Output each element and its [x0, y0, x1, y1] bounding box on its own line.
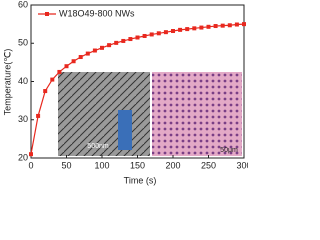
data-point	[206, 24, 211, 29]
x-tick-label: 0	[28, 160, 33, 170]
data-point	[29, 152, 33, 157]
data-point	[43, 89, 48, 94]
data-point	[50, 77, 55, 82]
x-tick-label: 250	[201, 160, 216, 170]
annotation: 500nm	[87, 143, 109, 150]
data-point	[199, 25, 204, 30]
data-point	[100, 45, 104, 50]
data-point	[71, 59, 76, 64]
data-point	[92, 48, 97, 53]
data-point	[220, 23, 225, 28]
y-tick-label: 30	[18, 114, 28, 124]
page: 500nm 50μm Time (s) Temperature(℃) 20 30 4…	[2, 0, 251, 185]
data-point	[163, 30, 168, 35]
data-point	[227, 23, 232, 28]
data-point	[135, 35, 140, 40]
inset-vial	[118, 110, 132, 150]
data-point	[64, 64, 69, 69]
x-tick-label: 150	[130, 160, 145, 170]
data-point	[57, 69, 62, 74]
data-point	[114, 40, 119, 45]
y-tick-label: 60	[18, 0, 28, 9]
data-point	[107, 43, 112, 48]
chart: 500nm 50μm Time (s) Temperature(℃) 20 30 4…	[2, 0, 251, 185]
annotation: 50μm	[220, 147, 238, 154]
x-tick-label: 300	[236, 160, 248, 170]
x-tick-label: 100	[94, 160, 109, 170]
x-axis-title: Time (s)	[124, 175, 157, 185]
data-point	[36, 113, 41, 118]
inset-tissue-image	[152, 72, 242, 156]
legend-marker	[45, 12, 49, 16]
data-point	[192, 26, 197, 31]
x-tick-label: 200	[165, 160, 180, 170]
legend-label: W18O49-800 NWs	[59, 8, 135, 18]
data-point	[142, 33, 147, 38]
data-point	[121, 38, 126, 43]
data-point	[78, 55, 83, 60]
data-point	[242, 22, 246, 27]
inset-tem-image	[58, 72, 150, 156]
data-point	[213, 24, 218, 29]
data-point	[128, 37, 133, 42]
y-tick-label: 20	[18, 152, 28, 162]
data-point	[234, 22, 239, 27]
data-point	[171, 29, 175, 34]
y-tick-label: 50	[18, 38, 28, 48]
data-point	[149, 32, 154, 37]
x-tick-label: 50	[61, 160, 71, 170]
data-point	[156, 31, 161, 36]
data-point	[85, 51, 90, 56]
data-point	[178, 27, 183, 32]
data-point	[185, 27, 190, 32]
y-tick-label: 40	[18, 76, 28, 86]
y-axis-title: Temperature(℃)	[2, 49, 12, 116]
